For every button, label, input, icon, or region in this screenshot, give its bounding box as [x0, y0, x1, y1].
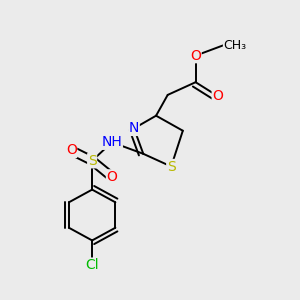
Text: O: O	[66, 143, 77, 157]
Text: N: N	[129, 122, 139, 135]
Text: S: S	[167, 160, 176, 173]
Text: O: O	[106, 170, 117, 184]
Text: Cl: Cl	[85, 258, 99, 272]
Text: NH: NH	[101, 135, 122, 149]
Text: O: O	[212, 89, 223, 103]
Text: O: O	[190, 49, 201, 63]
Text: CH₃: CH₃	[224, 39, 247, 52]
Text: S: S	[88, 154, 97, 168]
